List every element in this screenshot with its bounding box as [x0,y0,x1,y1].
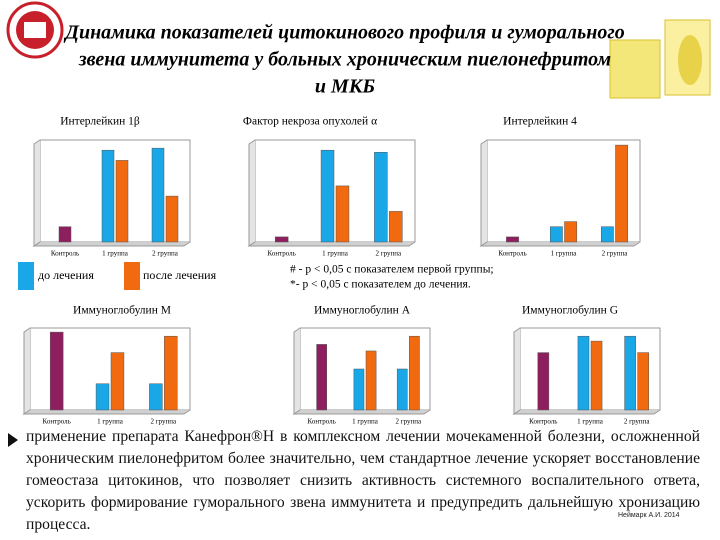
x-tick-label: Контроль [308,418,336,426]
chart-title: Фактор некроза опухолей α [243,116,377,128]
x-tick-label: Контроль [498,250,526,258]
slide-title: звена иммунитета у больных хроническим п… [78,49,612,71]
slide-title: Динамика показателей цитокинового профил… [63,22,624,44]
bar [110,352,125,411]
bar [115,160,129,243]
bar [165,195,179,243]
legend-label: после лечения [143,268,217,282]
bar [58,226,72,243]
signature: Неймарк А.И. 2014 [618,512,680,519]
bar [101,149,115,243]
plot-floor [247,241,416,247]
product-image [609,19,711,99]
bar [374,151,388,243]
bar [577,335,590,411]
x-tick-label: Контроль [43,418,71,426]
plot-floor [512,409,661,415]
bullet [8,433,18,447]
bar [95,383,110,411]
chart-title: Иммуноглобулин А [314,305,411,317]
slide-title: и МКБ [315,76,375,98]
x-tick-label: Контроль [268,250,296,258]
legend-label: до лечения [38,268,94,282]
note: # - р < 0,05 с показателем первой группы… [290,264,494,276]
plot-wall [248,139,256,247]
bar [549,226,563,243]
plot-area [486,139,641,243]
bar [151,147,165,243]
plot-floor [22,409,191,415]
bar [365,350,377,411]
bar [564,221,578,243]
plot-wall [480,139,488,247]
note: *- р < 0,05 с показателем до лечения. [290,279,471,291]
bar [409,335,420,411]
bar [506,236,519,243]
x-tick-label: 1 группа [322,250,349,258]
bar [615,144,629,243]
plot-wall [23,327,31,415]
plot-floor [292,409,431,415]
x-tick-label: 1 группа [97,418,124,426]
plot-wall [293,327,301,415]
bar [149,383,163,411]
bar [537,352,550,411]
bar [320,149,335,243]
chart-title: Интерлейкин 1β [60,116,140,128]
bar [396,368,408,411]
x-tick-label: 2 группа [602,250,629,258]
bar [389,211,403,243]
chart-title: Интерлейкин 4 [503,116,577,128]
x-tick-label: 1 группа [102,250,129,258]
x-tick-label: 2 группа [396,418,423,426]
plot-area [39,139,191,243]
x-tick-label: 2 группа [624,418,651,426]
x-tick-label: 1 группа [577,418,604,426]
plot-floor [32,241,191,247]
chart-title: Иммуноглобулин G [522,305,618,317]
plot-wall [33,139,41,247]
bar [316,344,327,411]
bar [353,368,365,411]
plot-floor [479,241,641,247]
x-tick-label: 1 группа [551,250,578,258]
x-tick-label: 2 группа [151,418,178,426]
x-tick-label: 2 группа [152,250,179,258]
x-tick-label: Контроль [51,250,79,258]
legend-swatch [124,262,140,290]
bar [600,226,614,243]
plot-wall [513,327,521,415]
conclusion: применение препарата Канефрон®Н в компле… [26,428,700,533]
x-tick-label: 1 группа [352,418,379,426]
bar [164,335,178,411]
plot-area [254,139,416,243]
bar [590,340,603,411]
bar [274,236,289,243]
chart-title: Иммуноглобулин М [73,305,171,317]
x-tick-label: Контроль [529,418,557,426]
logo [6,1,64,59]
bar [624,335,636,411]
bar [637,352,649,411]
x-tick-label: 2 группа [376,250,403,258]
bar [335,185,350,243]
bar [49,331,64,411]
legend-swatch [18,262,34,290]
